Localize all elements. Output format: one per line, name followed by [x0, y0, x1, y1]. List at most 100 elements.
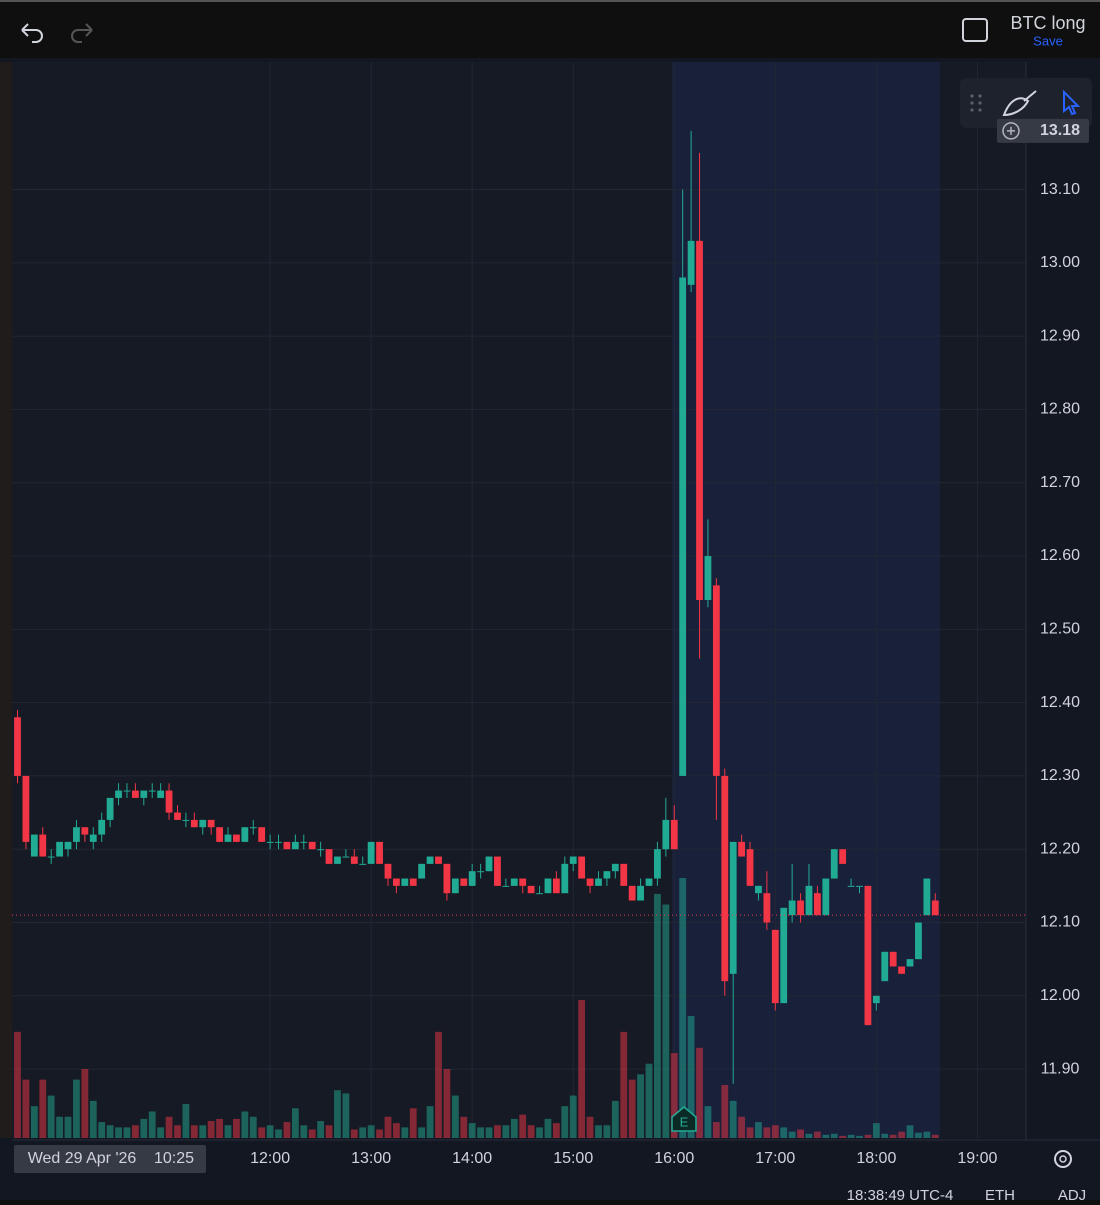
candle-body — [199, 819, 207, 828]
volume-bar — [552, 1123, 560, 1138]
redo-button[interactable] — [71, 23, 93, 43]
volume-bar — [931, 1134, 939, 1138]
candle-body — [830, 849, 838, 879]
candle-body — [98, 819, 106, 835]
brush-tool[interactable] — [1002, 90, 1037, 117]
layout-checkbox[interactable] — [962, 18, 988, 42]
volume-bar — [115, 1127, 122, 1138]
volume-bar — [889, 1134, 897, 1138]
top-edge — [0, 0, 1100, 2]
candle-body — [367, 841, 375, 864]
candle-body — [923, 878, 931, 916]
volume-bar — [578, 1000, 586, 1138]
y-tick-label: 12.20 — [1040, 840, 1080, 857]
candle-body — [384, 863, 392, 879]
candle-body — [325, 849, 333, 864]
status-adjust[interactable]: ADJ — [1058, 1187, 1086, 1204]
volume-bar — [190, 1125, 198, 1138]
volume-bar — [89, 1100, 97, 1138]
volume-bar — [797, 1129, 804, 1138]
candle-body — [308, 841, 316, 850]
candle-body — [721, 775, 729, 982]
volume-bar — [64, 1116, 72, 1138]
volume-bar — [443, 1069, 451, 1138]
candle-body — [451, 878, 459, 894]
volume-bar — [771, 1125, 779, 1138]
undo-button[interactable] — [21, 23, 43, 43]
save-button[interactable]: Save — [1033, 33, 1063, 48]
candle-body — [611, 863, 619, 872]
candle-body — [578, 856, 586, 879]
candle-body — [409, 878, 417, 886]
event-marker[interactable]: E — [671, 1106, 697, 1132]
candle-body — [704, 556, 712, 600]
candle-body — [889, 951, 897, 967]
status-session[interactable]: ETH — [985, 1187, 1015, 1204]
candle-body — [485, 856, 493, 872]
volume-bar — [620, 1031, 628, 1138]
settings-button[interactable] — [1054, 1150, 1072, 1168]
x-tick-label: 12:00 — [250, 1150, 290, 1167]
cursor-tool[interactable] — [1063, 89, 1081, 116]
candle-body — [443, 863, 451, 894]
volume-bar — [182, 1104, 190, 1138]
candle-body — [123, 790, 131, 792]
volume-bar — [334, 1090, 341, 1138]
volume-bar — [73, 1079, 80, 1138]
candle-body — [645, 878, 653, 886]
x-tick-label: 14:00 — [452, 1150, 492, 1167]
candle-body — [30, 834, 38, 857]
candle-body — [56, 841, 63, 857]
candle-body — [847, 885, 855, 887]
layout-name[interactable]: BTC long — [1010, 13, 1085, 33]
candle-body — [620, 863, 628, 886]
volume-bar — [140, 1118, 148, 1138]
y-tick-label: 12.60 — [1040, 547, 1080, 564]
candle-body — [906, 959, 914, 967]
candle-body — [359, 863, 367, 865]
volume-bar — [207, 1121, 215, 1138]
settings-gear-center — [1059, 1155, 1067, 1163]
volume-bar — [839, 1135, 847, 1138]
volume-bar — [233, 1118, 240, 1138]
candle-body — [376, 841, 383, 864]
volume-bar — [586, 1116, 594, 1138]
y-tick-label: 12.00 — [1040, 987, 1080, 1004]
candle-body — [738, 841, 746, 857]
add-alert-button — [1002, 122, 1020, 140]
volume-bar — [654, 893, 661, 1138]
volume-bar — [266, 1125, 274, 1138]
y-tick-label: 11.90 — [1041, 1060, 1080, 1077]
volume-bar — [788, 1131, 796, 1138]
candle-body — [435, 856, 442, 864]
volume-bar — [923, 1131, 931, 1138]
candle-body — [249, 827, 257, 829]
candle-body — [510, 878, 518, 886]
volume-bar — [224, 1125, 232, 1138]
candle-body — [654, 849, 661, 879]
candle-body — [401, 878, 409, 886]
candle-body — [258, 827, 266, 842]
candle-body — [603, 871, 611, 879]
x-tick-label: 19:00 — [957, 1150, 997, 1167]
volume-bar — [81, 1069, 89, 1138]
volume-bar — [106, 1125, 114, 1138]
volume-bar — [544, 1118, 552, 1138]
volume-bar — [359, 1127, 367, 1138]
candle-body — [460, 878, 468, 886]
drag-handle[interactable] — [970, 94, 982, 112]
left-strip — [0, 62, 12, 1138]
candle-body — [426, 856, 434, 864]
volume-bar — [47, 1095, 55, 1138]
x-tick-label: 13:00 — [351, 1150, 391, 1167]
volume-bar — [258, 1127, 266, 1138]
volume-bar — [418, 1127, 426, 1138]
volume-bar — [746, 1127, 754, 1138]
volume-bar — [451, 1095, 459, 1138]
volume-bar — [199, 1125, 207, 1138]
candle-body — [763, 893, 771, 923]
y-tick-label: 13.00 — [1040, 254, 1080, 271]
candle-body — [190, 819, 198, 828]
volume-bar — [275, 1129, 282, 1138]
volume-bar — [822, 1134, 830, 1138]
